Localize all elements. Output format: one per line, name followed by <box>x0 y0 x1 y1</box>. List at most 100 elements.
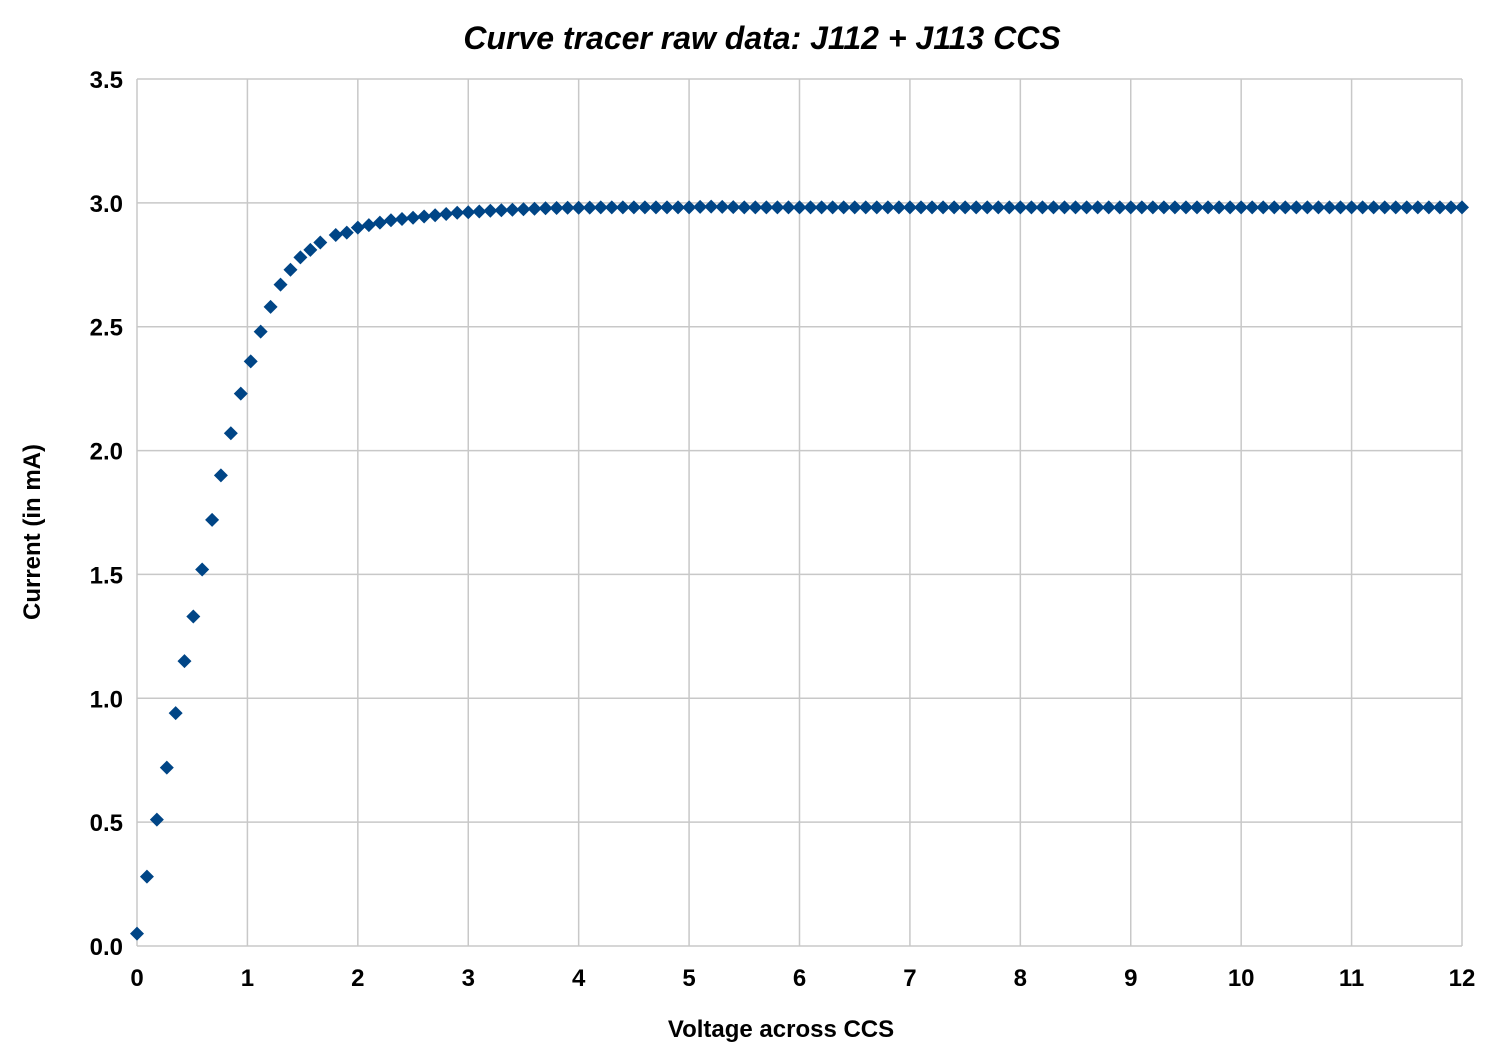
data-point <box>593 200 608 215</box>
data-point <box>372 215 387 230</box>
data-point <box>253 324 268 339</box>
data-point <box>1256 200 1271 215</box>
data-point <box>263 299 278 314</box>
data-point <box>1057 200 1072 215</box>
data-point <box>1355 200 1370 215</box>
data-point <box>1300 200 1315 215</box>
data-point <box>1377 200 1392 215</box>
data-point <box>1013 200 1028 215</box>
y-axis-label: Current (in mA) <box>19 444 46 620</box>
data-point <box>1079 200 1094 215</box>
y-tick-label: 0.5 <box>90 810 123 837</box>
data-point <box>560 200 575 215</box>
data-point <box>233 386 248 401</box>
data-point <box>880 200 895 215</box>
data-point <box>748 200 763 215</box>
data-point <box>177 654 192 669</box>
data-point <box>461 205 476 220</box>
data-point <box>1421 200 1436 215</box>
data-point <box>1311 200 1326 215</box>
y-tick-label: 3.5 <box>90 67 123 94</box>
data-point <box>582 200 597 215</box>
x-tick-label: 12 <box>1449 965 1476 992</box>
data-point <box>303 242 318 257</box>
data-point <box>1223 200 1238 215</box>
data-point <box>313 235 328 250</box>
data-point <box>936 200 951 215</box>
data-point <box>450 205 465 220</box>
y-tick-label: 1.0 <box>90 686 123 713</box>
data-point <box>1112 200 1127 215</box>
data-point <box>428 208 443 223</box>
data-point <box>273 277 288 292</box>
data-point <box>1399 200 1414 215</box>
data-point <box>726 200 741 215</box>
data-point <box>1443 200 1458 215</box>
y-tick-label: 0.0 <box>90 934 123 961</box>
data-point <box>538 201 553 216</box>
data-point <box>704 199 719 214</box>
x-tick-label: 3 <box>462 965 475 992</box>
data-point <box>1289 200 1304 215</box>
data-point <box>483 203 498 218</box>
data-point <box>626 200 641 215</box>
data-point <box>891 200 906 215</box>
data-point <box>1267 200 1282 215</box>
data-point <box>969 200 984 215</box>
data-point <box>925 200 939 215</box>
data-point <box>1035 200 1050 215</box>
data-point <box>527 201 542 216</box>
data-point <box>293 250 308 265</box>
x-tick-label: 6 <box>793 965 806 992</box>
x-tick-label: 1 <box>241 965 254 992</box>
data-point <box>516 202 531 217</box>
data-point <box>439 207 454 222</box>
data-point <box>417 209 432 224</box>
data-point <box>693 199 708 214</box>
data-point <box>792 200 807 215</box>
data-point <box>139 869 154 884</box>
data-points <box>130 199 1469 941</box>
data-point <box>494 203 509 218</box>
data-point <box>682 200 697 215</box>
data-point <box>1046 200 1061 215</box>
data-point <box>770 200 785 215</box>
data-point <box>186 609 201 624</box>
data-point <box>195 562 210 577</box>
data-point <box>847 200 862 215</box>
data-point <box>737 200 752 215</box>
data-point <box>395 211 409 226</box>
data-point <box>825 200 840 215</box>
data-point <box>1178 200 1193 215</box>
data-point <box>836 200 851 215</box>
data-point <box>1145 200 1160 215</box>
x-axis-label: Voltage across CCS <box>668 1016 894 1043</box>
data-point <box>472 204 487 219</box>
y-tick-label: 2.5 <box>90 315 123 342</box>
data-point <box>1134 200 1149 215</box>
data-point <box>505 202 520 217</box>
data-point <box>149 812 164 827</box>
data-point <box>715 199 730 214</box>
data-point <box>671 200 686 215</box>
data-point <box>1344 200 1359 215</box>
data-point <box>913 200 928 215</box>
data-point <box>1090 200 1105 215</box>
y-tick-label: 1.5 <box>90 562 123 589</box>
data-point <box>648 200 663 215</box>
data-point <box>869 200 884 215</box>
data-point <box>858 200 873 215</box>
x-tick-label: 5 <box>682 965 695 992</box>
data-point <box>1068 200 1083 215</box>
data-point <box>1455 200 1469 215</box>
x-tick-label: 0 <box>130 965 143 992</box>
data-point <box>383 213 398 228</box>
y-tick-label: 2.0 <box>90 439 123 466</box>
data-point <box>781 200 796 215</box>
x-tick-label: 7 <box>903 965 916 992</box>
data-point <box>902 200 917 215</box>
x-tick-label: 9 <box>1124 965 1137 992</box>
data-point <box>549 201 564 216</box>
